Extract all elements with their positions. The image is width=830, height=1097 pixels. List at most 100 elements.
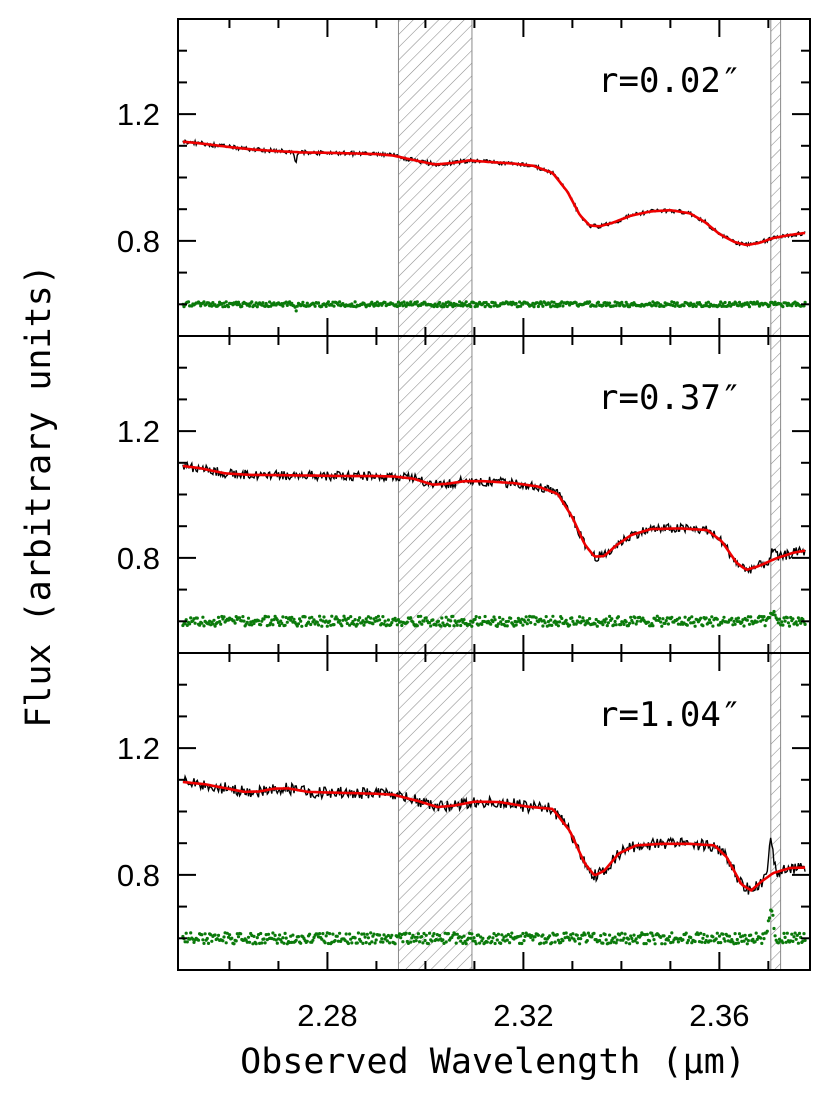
residual-point <box>226 935 231 939</box>
residual-point <box>373 941 377 945</box>
residual-point <box>493 941 497 946</box>
x-tick-label: 2.32 <box>493 998 553 1033</box>
residual-point <box>332 623 336 627</box>
residual-point <box>215 937 219 941</box>
residual-point <box>349 937 353 941</box>
residual-point <box>659 935 663 940</box>
residual-point <box>340 624 344 628</box>
residual-point <box>595 624 599 628</box>
residual-point <box>604 617 608 621</box>
residual-point <box>221 939 225 943</box>
residual-point <box>716 941 721 945</box>
residual-point <box>759 936 763 940</box>
residual-point <box>364 617 368 621</box>
residual-point <box>776 621 781 625</box>
residual-point <box>386 618 390 622</box>
residual-point <box>624 941 628 945</box>
residual-point <box>710 615 714 619</box>
residual-point <box>561 939 565 943</box>
residual-point <box>742 939 746 943</box>
residual-point <box>434 623 438 627</box>
x-tick-label: 2.28 <box>297 998 357 1033</box>
residual-point <box>316 623 321 627</box>
residual-point <box>592 931 596 936</box>
residual-point <box>720 621 724 625</box>
residual-point <box>385 939 389 943</box>
residual-point <box>529 621 533 625</box>
residual-point <box>278 933 282 937</box>
residual-point <box>263 941 267 945</box>
residual-point <box>462 934 466 938</box>
residual-point <box>474 615 478 619</box>
residual-point <box>751 937 755 942</box>
residual-point <box>536 304 541 309</box>
residual-point <box>492 932 496 936</box>
residual-point <box>399 936 403 940</box>
residual-point <box>333 939 337 943</box>
residual-point <box>664 619 668 623</box>
residual-point <box>613 935 617 939</box>
residual-point <box>603 620 607 624</box>
residual-point <box>531 938 535 942</box>
residual-point <box>568 938 572 942</box>
residual-point <box>400 623 404 628</box>
residual-point <box>561 304 565 308</box>
residual-point <box>356 931 360 935</box>
residual-point <box>183 622 187 626</box>
residual-point <box>483 614 487 619</box>
residual-point <box>284 615 288 620</box>
residual-point <box>269 621 273 625</box>
residual-point <box>439 624 443 628</box>
residual-point <box>539 941 543 945</box>
residual-point <box>791 939 795 944</box>
residual-point <box>470 624 474 628</box>
residual-point <box>518 300 522 304</box>
residual-point <box>786 621 791 625</box>
residual-point <box>228 933 232 937</box>
residual-point <box>795 623 799 627</box>
residual-point <box>355 622 359 626</box>
residual-point <box>461 941 465 946</box>
residual-point <box>292 617 296 622</box>
residual-point <box>585 619 589 623</box>
residual-point <box>711 624 715 628</box>
residual-point <box>234 939 238 943</box>
residual-point <box>588 300 592 304</box>
residual-point <box>571 619 575 624</box>
residual-point <box>474 942 478 946</box>
residual-point <box>449 619 453 623</box>
residual-point <box>291 933 295 937</box>
residual-point <box>803 300 807 304</box>
residual-point <box>305 301 309 305</box>
residual-point <box>401 940 405 944</box>
residual-point <box>472 936 476 940</box>
residual-point <box>404 931 408 935</box>
residual-point <box>200 933 204 937</box>
residual-point <box>415 624 419 628</box>
residual-point <box>645 932 649 937</box>
residual-point <box>491 620 495 624</box>
residual-point <box>749 615 753 619</box>
residual-point <box>509 616 513 620</box>
residual-point <box>556 938 561 942</box>
residual-point <box>733 622 737 626</box>
residual-point <box>189 931 193 935</box>
residual-point <box>717 934 722 938</box>
residual-point <box>305 939 309 943</box>
residual-point <box>781 941 785 945</box>
residual-point <box>496 932 500 936</box>
residual-point <box>533 622 537 626</box>
residual-point <box>496 622 500 626</box>
residual-point <box>468 622 472 627</box>
residual-point <box>753 940 757 944</box>
residual-point <box>570 616 574 620</box>
residual-point <box>369 616 373 620</box>
residual-point <box>624 620 628 624</box>
residual-point <box>576 937 581 941</box>
residual-point <box>541 624 545 628</box>
residual-point <box>418 940 422 944</box>
residual-point <box>795 933 799 938</box>
residual-point <box>620 931 624 935</box>
residual-point <box>493 618 497 622</box>
